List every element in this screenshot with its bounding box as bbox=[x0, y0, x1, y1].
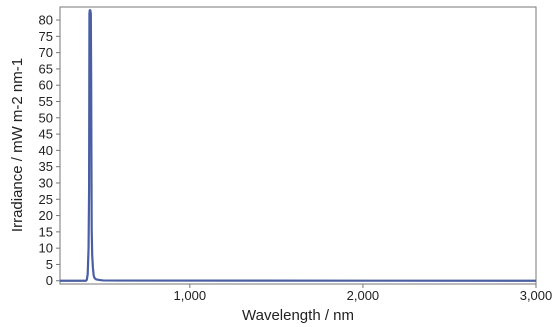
y-tick-label: 60 bbox=[39, 78, 53, 93]
series-group bbox=[60, 9, 537, 282]
y-tick-label: 30 bbox=[39, 175, 53, 190]
y-tick-label: 45 bbox=[39, 127, 53, 142]
y-tick-label: 50 bbox=[39, 110, 53, 125]
y-tick-label: 80 bbox=[39, 13, 53, 28]
y-tick-label: 25 bbox=[39, 192, 53, 207]
y-tick-label: 65 bbox=[39, 61, 53, 76]
y-tick-label: 0 bbox=[46, 273, 53, 288]
y-tick-label: 40 bbox=[39, 143, 53, 158]
y-tick-label: 70 bbox=[39, 45, 53, 60]
y-tick-label: 35 bbox=[39, 159, 53, 174]
y-tick-label: 55 bbox=[39, 94, 53, 109]
x-tick-label: 2,000 bbox=[347, 288, 380, 303]
x-axis-label: Wavelength / nm bbox=[242, 307, 354, 324]
x-axis-ticks: 1,000 2,000 3,000 bbox=[174, 284, 552, 303]
y-axis-label: Irradiance / mW m-2 nm-1 bbox=[9, 58, 26, 232]
y-tick-label: 10 bbox=[39, 241, 53, 256]
series-line bbox=[60, 9, 537, 282]
x-tick-label: 1,000 bbox=[174, 288, 207, 303]
y-tick-label: 20 bbox=[39, 208, 53, 223]
y-tick-label: 5 bbox=[46, 257, 53, 272]
y-tick-label: 75 bbox=[39, 29, 53, 44]
x-tick-label: 3,000 bbox=[520, 288, 552, 303]
y-tick-label: 15 bbox=[39, 224, 53, 239]
plot-frame bbox=[59, 6, 537, 285]
